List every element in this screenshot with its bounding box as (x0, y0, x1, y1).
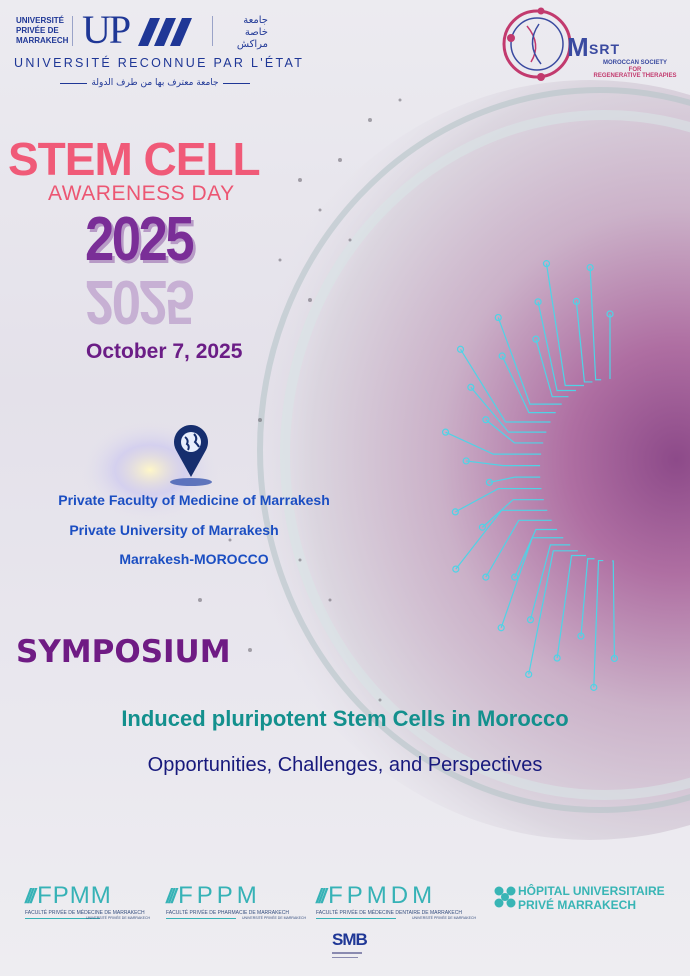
circuit-trace (514, 528, 558, 578)
partner-subtitle: UNIVERSITÉ PRIVÉE DE MARRAKECH (412, 916, 476, 920)
cross-flower-icon (494, 886, 516, 908)
circuit-node (497, 624, 505, 632)
circuit-trace (501, 355, 556, 414)
circuit-trace (545, 263, 584, 387)
circuit-node (478, 523, 486, 531)
circuit-node (590, 683, 598, 691)
arabic-line: جامعة (243, 15, 268, 26)
partner-abbr: FPMM (37, 882, 112, 909)
partner-logo-fpmm: /// FPMM FACULTÉ PRIVÉE DE MÉDECINE DE M… (25, 882, 150, 920)
circuit-node (606, 310, 614, 318)
title-year-reflection: 2025 (85, 267, 193, 336)
location-line-city: Marrakesh-MOROCCO (119, 551, 269, 567)
location-line-faculty: Private Faculty of Medicine of Marrakesh (58, 492, 330, 508)
circuit-node (467, 383, 475, 391)
circuit-trace (575, 301, 593, 383)
circuit-node (572, 297, 580, 305)
circuit-node (542, 260, 551, 268)
circuit-trace (470, 386, 547, 433)
partner-subtitle: UNIVERSITÉ PRIVÉE DE MARRAKECH (242, 916, 306, 920)
circuit-trace (489, 476, 541, 483)
symposium-subtitle: Opportunities, Challenges, and Perspecti… (147, 754, 543, 776)
dna-ring-icon (502, 7, 572, 81)
circuit-trace (535, 338, 569, 398)
society-name-line: MOROCCAN SOCIETY (602, 60, 667, 66)
location-line-university: Private University of Marrakesh (69, 522, 279, 538)
circuit-trace (556, 554, 586, 659)
university-name-line: UNIVERSITÉ (16, 16, 65, 25)
circuit-node (452, 565, 460, 573)
circuit-node (482, 573, 490, 581)
circuit-node (534, 298, 542, 306)
circuit-trace (485, 419, 544, 444)
symposium-label: SYMPOSIUM (16, 634, 231, 670)
recognition-text: UNIVERSITÉ RECONNUE PAR L'ÉTAT (14, 56, 305, 70)
circuit-trace (500, 537, 564, 628)
circuit-node (553, 654, 561, 662)
circuit-node (511, 573, 519, 581)
title-awareness-day: AWARENESS DAY (48, 182, 235, 205)
circuit-trace (537, 301, 576, 392)
circuit-node (482, 416, 490, 424)
stripes-icon (138, 18, 192, 46)
smb-text: SMB (332, 930, 368, 949)
msrt-m: M (567, 32, 589, 62)
partner-abbr: FPPM (178, 882, 261, 909)
partner-full-name: FACULTÉ PRIVÉE DE MÉDECINE DE MARRAKECH (25, 910, 145, 916)
smb-logo: SMB (332, 930, 368, 958)
circuit-trace (459, 348, 551, 423)
partner-logo-fpmdm: /// FPMDM FACULTÉ PRIVÉE DE MÉDECINE DEN… (316, 882, 476, 920)
recognition-arabic: جامعة معترف بها من طرف الدولة (91, 78, 219, 88)
circuit-node (485, 478, 493, 486)
circuit-trace (466, 460, 541, 467)
society-name-line: REGENERATIVE THERAPIES (593, 73, 677, 79)
circuit-trace (612, 560, 615, 659)
circuit-node (586, 263, 594, 272)
circuit-node (462, 457, 470, 465)
circuit-node (532, 335, 540, 343)
circuit-node (525, 670, 533, 678)
title-year: 2025 (85, 205, 195, 274)
circuit-trace (481, 499, 544, 528)
hospital-name-line: HÔPITAL UNIVERSITAIRE (518, 884, 665, 898)
arabic-line: مراكش (236, 39, 268, 50)
partner-full-name: FACULTÉ PRIVÉE DE PHARMACIE DE MARRAKECH (166, 910, 289, 916)
circuit-trace (589, 267, 602, 381)
arabic-line: خاصة (244, 27, 268, 38)
event-date: October 7, 2025 (86, 340, 243, 363)
circuit-node (441, 428, 450, 436)
symposium-topic: Induced pluripotent Stem Cells in Morocc… (121, 706, 569, 731)
partner-abbr: FPMDM (328, 882, 437, 909)
msrt-logo: M SRT MOROCCAN SOCIETY FOR REGENERATIVE … (497, 4, 687, 84)
map-pin-globe-icon (170, 425, 212, 486)
circuit-node (456, 345, 465, 353)
university-name-line: MARRAKECH (16, 36, 69, 45)
up-monogram: UP (82, 7, 131, 52)
university-name-line: PRIVÉE DE (16, 26, 59, 35)
circuit-node (494, 313, 502, 322)
circuit-trace (593, 559, 604, 688)
partner-subtitle: UNIVERSITÉ PRIVÉE DE MARRAKECH (86, 916, 150, 920)
title-stem-cell: STEM CELL (8, 133, 261, 185)
circuit-trace (445, 431, 542, 455)
circuit-node (526, 616, 535, 624)
circuit-node (451, 508, 459, 516)
circuit-trace (580, 558, 595, 637)
circuit-trace (485, 519, 552, 578)
circuit-node (498, 352, 506, 360)
msrt-srt: SRT (589, 41, 620, 57)
circuit-trace (455, 487, 542, 513)
circuit-trace (497, 317, 562, 405)
circuit-trace (455, 509, 548, 570)
hospital-name-line: PRIVÉ MARRAKECH (518, 898, 637, 912)
circuit-node (610, 654, 618, 663)
society-name-line: FOR (628, 66, 642, 73)
circuit-node (577, 632, 585, 640)
circuit-trace (529, 544, 571, 620)
partner-logo-fppm: /// FPPM FACULTÉ PRIVÉE DE PHARMACIE DE … (166, 882, 306, 920)
partner-full-name: FACULTÉ PRIVÉE DE MÉDECINE DENTAIRE DE M… (316, 910, 462, 916)
circuit-trace (528, 550, 578, 675)
